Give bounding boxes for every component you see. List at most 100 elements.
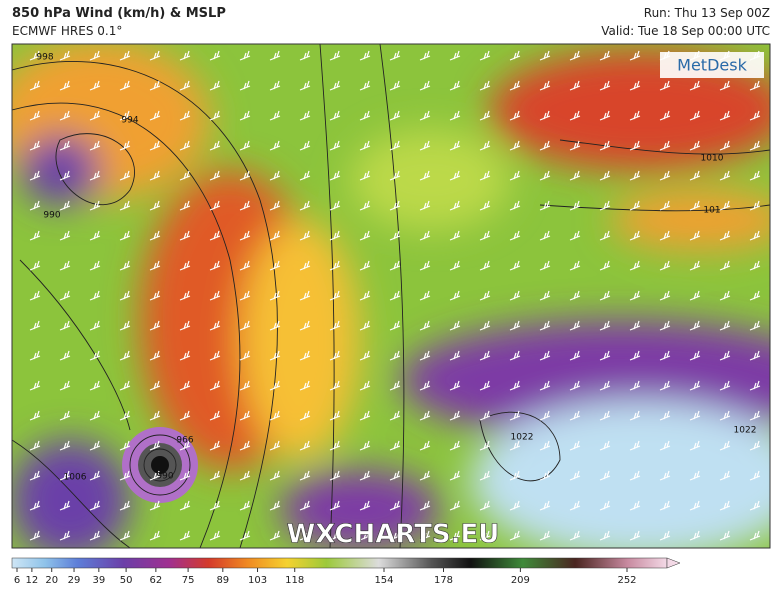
colorbar (11, 557, 668, 569)
wind-barb (749, 380, 761, 391)
wind-barb (419, 440, 431, 451)
wind-barb (569, 50, 581, 61)
wind-barb (239, 470, 251, 481)
wind-barb (179, 260, 191, 271)
wind-barb (569, 350, 581, 361)
wind-barb (179, 110, 191, 121)
wind-barb (29, 320, 41, 331)
run: Run: Thu 13 Sep 00Z (643, 6, 770, 20)
wind-barb (299, 380, 311, 391)
wind-barb (179, 470, 191, 481)
wind-barb (239, 50, 251, 61)
wind-barb (149, 530, 161, 541)
wind-barb (59, 530, 71, 541)
wind-barb (389, 50, 401, 61)
wind-barb (659, 350, 671, 361)
wind-barb (449, 260, 461, 271)
wind-barb (629, 260, 641, 271)
wind-barb (629, 170, 641, 181)
wind-barb (149, 170, 161, 181)
wind-barb (659, 410, 671, 421)
wind-barb (539, 380, 551, 391)
wind-barb (29, 530, 41, 541)
wind-barb (599, 50, 611, 61)
wind-barb (419, 80, 431, 91)
wind-barb (389, 350, 401, 361)
wind-barb (29, 200, 41, 211)
wind-barb (389, 170, 401, 181)
wind-barb (149, 50, 161, 61)
wind-barb (299, 140, 311, 151)
wind-barb (29, 290, 41, 301)
wind-barb (539, 320, 551, 331)
wind-barb (599, 350, 611, 361)
wind-barb (89, 410, 101, 421)
wind-barb (239, 500, 251, 511)
wind-barb (89, 230, 101, 241)
wind-barb (749, 140, 761, 151)
wind-barb (449, 470, 461, 481)
wind-barb (689, 500, 701, 511)
wind-barb (179, 200, 191, 211)
wind-barb (539, 50, 551, 61)
wind-barb (569, 110, 581, 121)
wind-barb (719, 470, 731, 481)
wind-barb (119, 110, 131, 121)
wind-barb (89, 530, 101, 541)
wind-barb (389, 80, 401, 91)
wind-barb (539, 200, 551, 211)
wind-barb (179, 320, 191, 331)
wind-barb (179, 410, 191, 421)
wind-barb (629, 500, 641, 511)
wind-barb (59, 290, 71, 301)
wind-barb (149, 350, 161, 361)
wind-barb (209, 320, 221, 331)
wind-barb (299, 200, 311, 211)
wind-barb (59, 440, 71, 451)
wind-barb (359, 110, 371, 121)
wind-barb (299, 440, 311, 451)
wind-barb (599, 470, 611, 481)
wind-barb (659, 80, 671, 91)
wind-barb (179, 140, 191, 151)
wind-barb (89, 380, 101, 391)
wind-barb (119, 230, 131, 241)
colorbar-tick-label: 39 (92, 575, 105, 586)
wind-barb (659, 140, 671, 151)
wind-barb (629, 470, 641, 481)
wind-barb (689, 530, 701, 541)
wind-barb (269, 470, 281, 481)
wind-barb (269, 230, 281, 241)
wind-barb (689, 200, 701, 211)
wind-barb (479, 500, 491, 511)
wind-barb (419, 110, 431, 121)
watermark: WXCHARTS.EU (287, 520, 500, 550)
wind-barb (179, 530, 191, 541)
wind-barb (449, 410, 461, 421)
wind-barb (659, 290, 671, 301)
wind-barb (29, 80, 41, 91)
wind-barb (689, 470, 701, 481)
wind-barb (509, 410, 521, 421)
wind-barb (509, 170, 521, 181)
wind-barb (299, 260, 311, 271)
wind-barb (299, 530, 311, 541)
colorbar-tick-label: 103 (248, 575, 267, 586)
wind-barb (479, 200, 491, 211)
wind-barb (509, 50, 521, 61)
wind-barb (719, 320, 731, 331)
wind-barb (419, 500, 431, 511)
wind-barb (419, 50, 431, 61)
wind-barb (179, 380, 191, 391)
wind-barb (269, 380, 281, 391)
wind-barb (719, 200, 731, 211)
wind-barb (269, 50, 281, 61)
wind-barb (599, 230, 611, 241)
wind-barb (599, 320, 611, 331)
wind-barb (299, 110, 311, 121)
wind-barb (119, 260, 131, 271)
wind-barb (629, 140, 641, 151)
wind-barb (239, 290, 251, 301)
wind-barb (419, 320, 431, 331)
